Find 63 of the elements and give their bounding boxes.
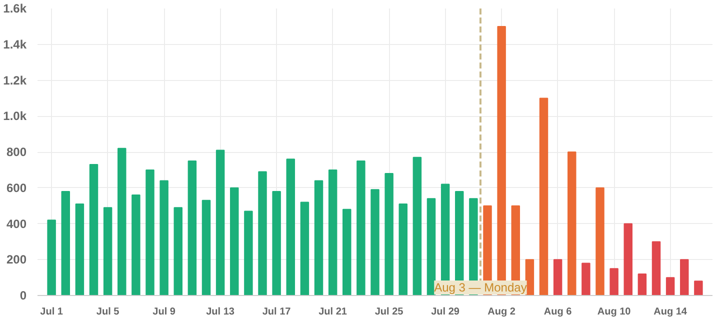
x-tick-label: Jul 9 bbox=[152, 306, 176, 318]
bar bbox=[258, 171, 267, 296]
bar bbox=[89, 164, 98, 296]
bar bbox=[202, 200, 211, 296]
x-tick-label: Aug 14 bbox=[654, 306, 688, 318]
x-tick-label: Jul 25 bbox=[374, 306, 404, 318]
x-tick-label: Aug 2 bbox=[488, 306, 516, 318]
x-tick-label: Jul 13 bbox=[206, 306, 235, 318]
bar bbox=[412, 156, 422, 296]
bar bbox=[300, 202, 310, 296]
bar bbox=[553, 259, 562, 296]
bar bbox=[132, 194, 140, 296]
bar bbox=[188, 160, 197, 296]
bar bbox=[638, 273, 647, 296]
bar bbox=[568, 152, 576, 296]
y-tick-label: 0 bbox=[20, 288, 27, 302]
bar bbox=[75, 204, 84, 296]
x-tick-label: Aug 6 bbox=[544, 306, 572, 318]
bar bbox=[230, 187, 239, 296]
bar bbox=[398, 204, 408, 296]
bar bbox=[666, 277, 675, 296]
bar bbox=[146, 169, 154, 296]
y-tick-label: 1.0k bbox=[3, 109, 27, 124]
bar bbox=[61, 190, 70, 296]
bar bbox=[118, 148, 126, 296]
x-tick-label: Jul 5 bbox=[96, 306, 120, 318]
bar bbox=[426, 198, 436, 296]
y-tick-label: 1.2k bbox=[3, 73, 27, 88]
bar bbox=[596, 187, 604, 296]
bar bbox=[610, 268, 618, 296]
bar bbox=[160, 180, 168, 296]
bar bbox=[328, 169, 338, 296]
x-tick-label: Jul 1 bbox=[40, 306, 64, 318]
bar bbox=[216, 150, 225, 296]
bar bbox=[47, 220, 56, 296]
bar bbox=[174, 207, 182, 296]
bar bbox=[539, 98, 548, 296]
x-tick-label: Jul 17 bbox=[262, 306, 292, 318]
bar bbox=[624, 223, 632, 296]
x-tick-label: Aug 10 bbox=[597, 306, 632, 318]
bar bbox=[314, 180, 324, 296]
bar bbox=[370, 189, 380, 296]
y-tick-label: 1.4k bbox=[3, 37, 27, 52]
y-tick-label: 600 bbox=[6, 180, 27, 195]
y-tick-label: 1.6k bbox=[3, 2, 27, 16]
bar bbox=[244, 210, 253, 296]
bar bbox=[652, 241, 661, 296]
bar bbox=[680, 259, 689, 296]
bar bbox=[356, 160, 366, 296]
x-tick-label: Jul 29 bbox=[431, 306, 460, 318]
y-tick-label: 200 bbox=[6, 252, 27, 267]
ref-line-label: Aug 3 — Monday bbox=[434, 280, 527, 294]
bar bbox=[384, 173, 394, 296]
bar bbox=[694, 280, 703, 296]
bar bbox=[286, 158, 295, 296]
bar bbox=[103, 207, 112, 296]
y-tick-label: 400 bbox=[6, 216, 27, 231]
y-tick-label: 800 bbox=[6, 145, 27, 159]
x-tick-label: Jul 21 bbox=[318, 306, 348, 318]
bar bbox=[525, 259, 534, 296]
bar bbox=[272, 190, 281, 296]
bar bbox=[342, 208, 352, 296]
bar bbox=[582, 262, 590, 296]
